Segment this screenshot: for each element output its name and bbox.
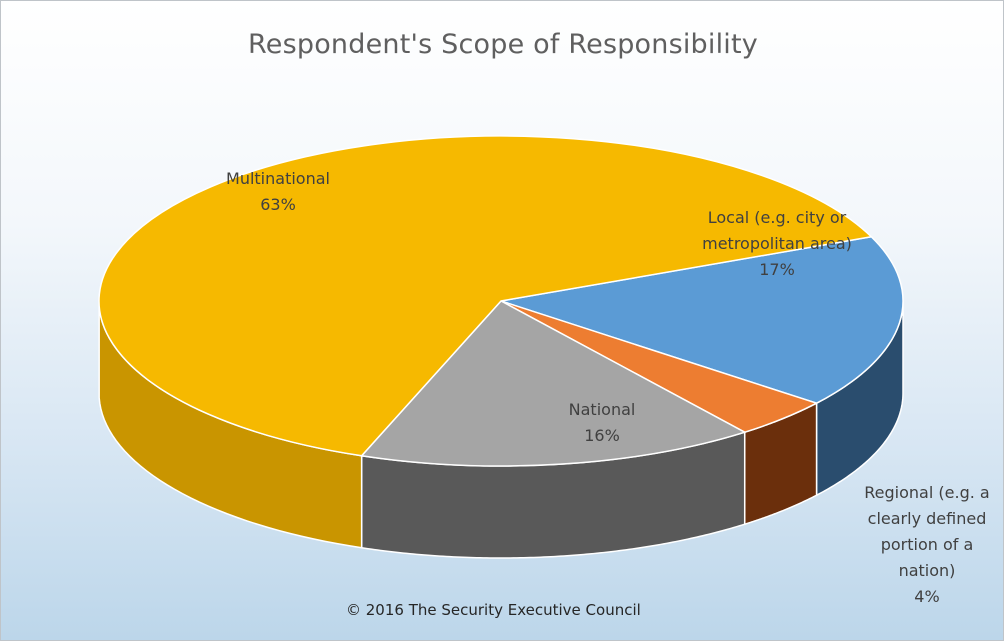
slice-label: Local (e.g. city or metropolitan area) 17% [702,208,852,279]
copyright-footer: © 2016 The Security Executive Council [346,601,641,619]
slice-label-line: 63% [260,195,296,214]
slice-label-line: National [569,400,636,419]
slice-label: Regional (e.g. a clearly defined portion o… [864,483,989,606]
pie-slice-national [360,300,747,467]
slice-label-line: 4% [914,587,939,606]
slice-label-line: portion of a [881,535,974,554]
pie-slice-multinational [98,135,873,457]
slice-label-line: 17% [759,260,795,279]
slice-label-line: clearly defined [868,509,987,528]
slice-label-line: Regional (e.g. a [864,483,989,502]
slice-label-line: Multinational [226,169,330,188]
slice-label-line: 16% [584,426,620,445]
slice-label-line: metropolitan area) [702,234,852,253]
slice-label: National 16% [569,400,636,445]
slice-label: Multinational 63% [226,169,330,214]
slice-label-line: nation) [899,561,956,580]
slice-label-line: Local (e.g. city or [708,208,847,227]
pie-slice-local [500,235,904,405]
chart-title: Respondent's Scope of Responsibility [248,29,758,60]
